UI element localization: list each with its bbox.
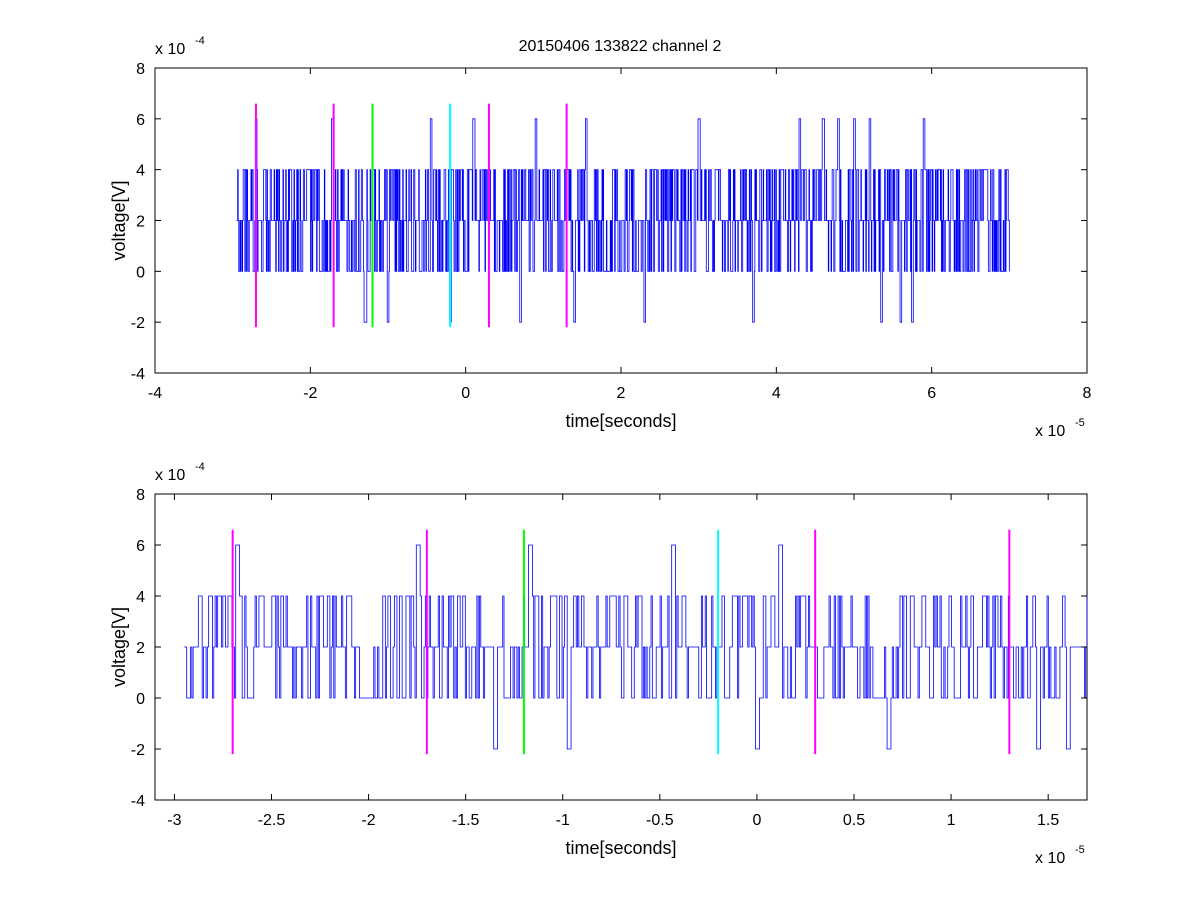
x-tick-label: -1	[556, 812, 570, 829]
x-axis-label: time[seconds]	[565, 411, 676, 431]
x-tick-label: 0	[752, 812, 761, 829]
top-plot: -4 -2 0 2 4 6 8 -4 -2 0 2 4 6 8 time[seconds] voltage[V…	[109, 35, 1092, 440]
voltage-trace	[236, 118, 1010, 323]
x-scale-factor: x 10	[1035, 850, 1065, 867]
x-axis-label: time[seconds]	[565, 838, 676, 858]
y-tick-label: 4	[136, 163, 145, 180]
x-tick-label: 4	[772, 385, 781, 402]
x-tick-label: -1.5	[452, 812, 480, 829]
y-tick-label: 6	[136, 112, 145, 129]
y-tick-label: -2	[131, 315, 145, 332]
y-tick-label: 2	[136, 640, 145, 657]
y-tick-label: -4	[131, 793, 145, 810]
y-scale-exponent: -4	[195, 35, 205, 47]
x-tick-label: 1.5	[1037, 812, 1059, 829]
x-scale-factor: x 10	[1035, 423, 1065, 440]
y-tick-label: -4	[131, 366, 145, 383]
y-axis-label: voltage[V]	[109, 607, 129, 687]
x-tick-label: 1	[947, 812, 956, 829]
x-tick-label: 6	[927, 385, 936, 402]
x-tick-label: -4	[148, 385, 162, 402]
y-axis-label: voltage[V]	[109, 180, 129, 260]
x-tick-label: -2	[303, 385, 317, 402]
x-tick-label: -2	[361, 812, 375, 829]
voltage-trace	[184, 544, 1088, 750]
figure-title: 20150406 133822 channel 2	[519, 38, 722, 55]
y-tick-label: 8	[136, 61, 145, 78]
x-tick-label: 8	[1083, 385, 1092, 402]
y-tick-label: 2	[136, 214, 145, 231]
y-tick-label: 4	[136, 589, 145, 606]
y-scale-factor: x 10	[155, 467, 185, 484]
y-tick-label: 8	[136, 487, 145, 504]
x-tick-label: 0.5	[843, 812, 865, 829]
x-tick-label: -2.5	[258, 812, 286, 829]
x-scale-exponent: -5	[1075, 417, 1085, 429]
y-scale-exponent: -4	[195, 461, 205, 473]
x-tick-label: -0.5	[646, 812, 674, 829]
x-scale-exponent: -5	[1075, 844, 1085, 856]
y-tick-label: 0	[136, 264, 145, 281]
x-tick-label: -3	[167, 812, 181, 829]
y-tick-label: 0	[136, 691, 145, 708]
y-scale-factor: x 10	[155, 41, 185, 58]
bottom-plot: -3 -2.5 -2 -1.5 -1 -0.5 0 0.5 1 1.5 -4 -2 0 2 4 6 8 time[…	[109, 461, 1088, 867]
y-tick-label: -2	[131, 742, 145, 759]
y-tick-label: 6	[136, 538, 145, 555]
x-tick-label: 2	[617, 385, 626, 402]
x-tick-label: 0	[461, 385, 470, 402]
